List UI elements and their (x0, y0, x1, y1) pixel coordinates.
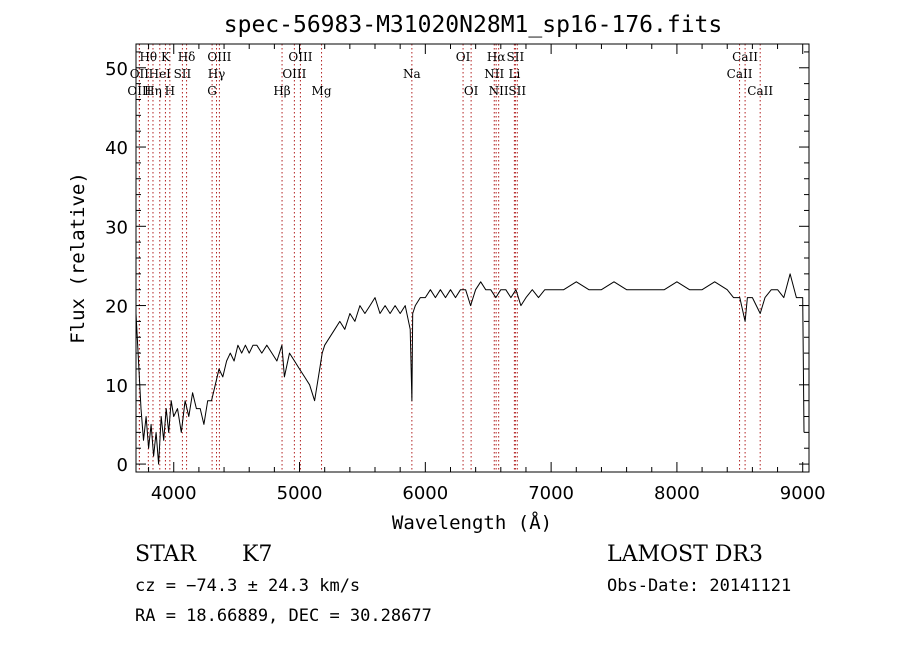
spectral-line-label: CaII (747, 84, 773, 98)
spectral-line-label: HeI (149, 67, 172, 81)
spectral-line-label: SII (507, 50, 525, 64)
spectral-line-label: G (207, 84, 217, 98)
spectral-line-label: OIII (127, 84, 151, 98)
spectral-line-label: NII (489, 84, 509, 98)
chart-title: spec-56983-M31020N28M1_sp16-176.fits (224, 12, 723, 38)
spectrum-line (135, 273, 805, 465)
spectral-line-label: Hβ (273, 84, 290, 98)
redshift-text: cz = −74.3 ± 24.3 km/s (135, 576, 360, 596)
y-axis-ticks: 0 10 20 30 40 50 (105, 51, 809, 476)
spectral-line-label: Hδ (178, 50, 196, 64)
spectral-line-label: Na (403, 67, 421, 81)
x-tick-label: 4000 (151, 483, 197, 504)
spectral-line-labels: Hθ OII OIII K HeI Hη SII H Hδ OIII Hγ G OIII OIII Hβ Mg… (127, 50, 773, 98)
spectral-line-label: Hη (144, 84, 162, 98)
spectral-line-label: H (165, 84, 175, 98)
spectral-line-label: OI (464, 84, 479, 98)
spectrum-series (135, 273, 805, 465)
spectral-line-label: Hθ (139, 50, 157, 64)
spectral-line-label: CaII (727, 67, 753, 81)
spectral-line-label: CaII (732, 50, 758, 64)
spectral-line-label: OIII (207, 50, 231, 64)
plot-frame (135, 43, 810, 473)
x-axis-ticks: 4000 5000 6000 7000 8000 9000 (148, 44, 826, 504)
x-tick-label: 8000 (654, 483, 700, 504)
spectral-line-label: OII (130, 67, 150, 81)
spectral-line-label: NII (484, 67, 504, 81)
y-tick-label: 30 (105, 217, 128, 238)
spectral-line-label: Hγ (208, 67, 226, 81)
obs-date: Obs-Date: 20141121 (607, 576, 791, 596)
spectral-line-label: Li (508, 67, 520, 81)
spectral-line-label: Hα (487, 50, 506, 64)
object-subclass: K7 (242, 542, 272, 567)
spectral-line-markers (138, 44, 761, 472)
spectral-line-label: Mg (312, 84, 332, 98)
spectral-line-label: OIII (282, 67, 306, 81)
spectral-line-label: OI (456, 50, 471, 64)
spectral-line-label: SII (508, 84, 526, 98)
x-tick-label: 6000 (402, 483, 448, 504)
spectral-line-label: K (161, 50, 171, 64)
spectral-line-label: SII (174, 67, 192, 81)
y-tick-label: 50 (105, 59, 128, 80)
x-tick-label: 5000 (277, 483, 323, 504)
y-tick-label: 0 (117, 455, 128, 476)
spectral-line-label: OIII (288, 50, 312, 64)
y-tick-label: 10 (105, 376, 128, 397)
x-tick-label: 7000 (528, 483, 574, 504)
x-tick-label: 9000 (780, 483, 826, 504)
coordinates: RA = 18.66889, DEC = 30.28677 (135, 606, 432, 626)
x-axis-label: Wavelength (Å) (392, 511, 552, 534)
object-class: STAR (135, 542, 197, 567)
y-axis-label: Flux (relative) (67, 172, 89, 344)
y-tick-label: 40 (105, 138, 128, 159)
y-tick-label: 20 (105, 297, 128, 318)
survey-name: LAMOST DR3 (607, 542, 763, 567)
